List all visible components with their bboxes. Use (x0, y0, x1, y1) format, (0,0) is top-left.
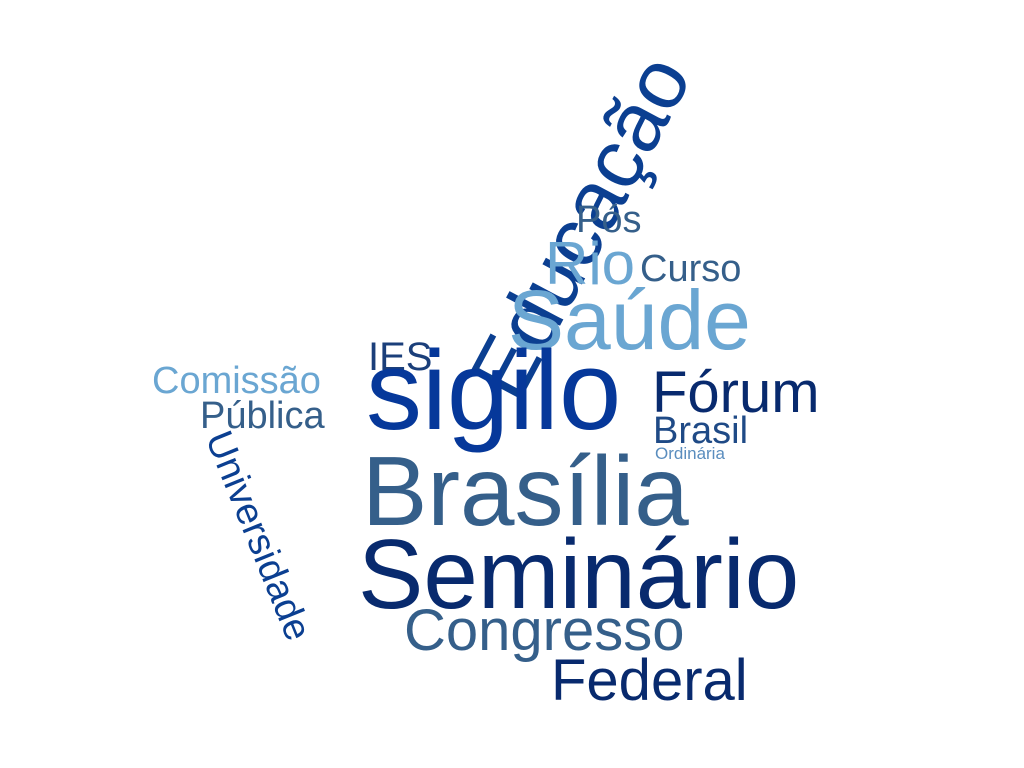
word-curso: Curso (640, 248, 742, 290)
word-brasilia: Brasília (362, 436, 689, 546)
word-rio: Rio (545, 230, 636, 297)
word-brasil: Brasil (653, 410, 749, 452)
word-federal: Federal (551, 648, 748, 713)
word-forum: Fórum (652, 360, 820, 425)
word-pos: Pós (576, 199, 642, 241)
word-ies: IES (368, 335, 433, 379)
word-sigilo: sigilo (366, 328, 622, 453)
word-seminario: Seminário (358, 519, 800, 629)
word-saude: Saúde (508, 273, 751, 367)
word-universidade: Universidade (196, 425, 319, 647)
word-comissao: Comissão (152, 360, 321, 402)
word-publica: Pública (200, 395, 325, 437)
word-congresso: Congresso (404, 598, 685, 663)
word-ordinaria: Ordinária (655, 444, 725, 463)
